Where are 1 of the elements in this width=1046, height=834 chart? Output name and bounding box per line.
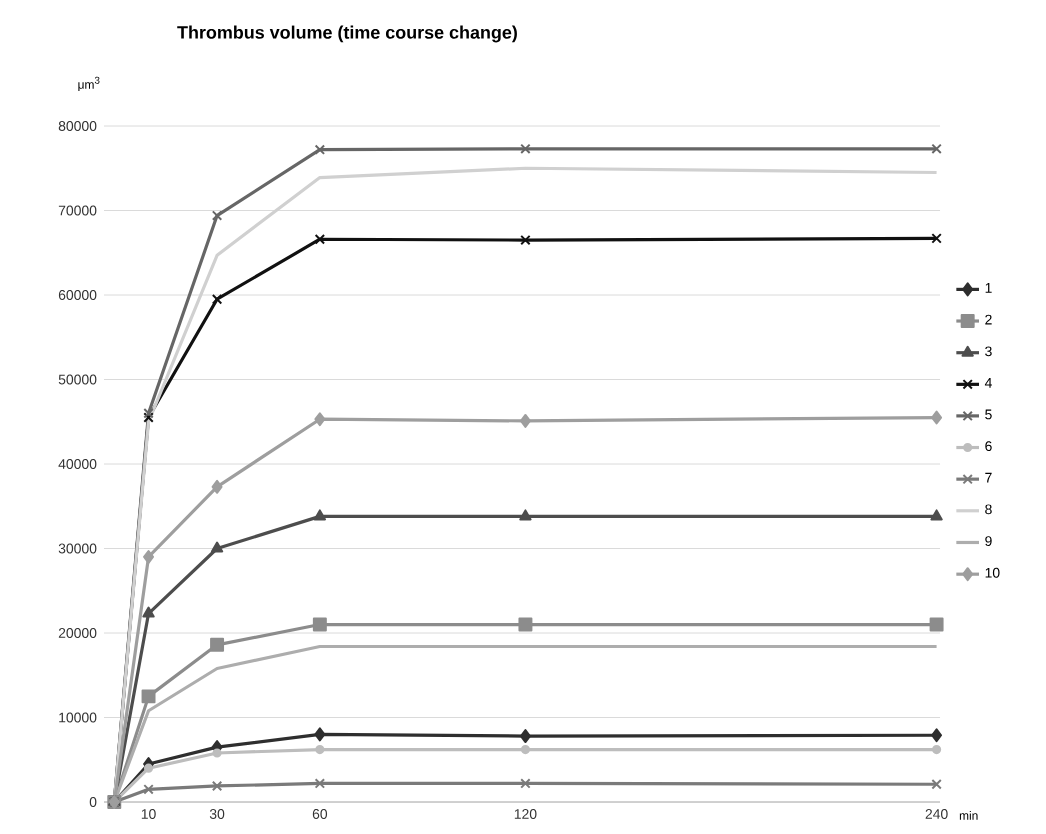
chart-title: Thrombus volume (time course change)	[177, 25, 517, 43]
